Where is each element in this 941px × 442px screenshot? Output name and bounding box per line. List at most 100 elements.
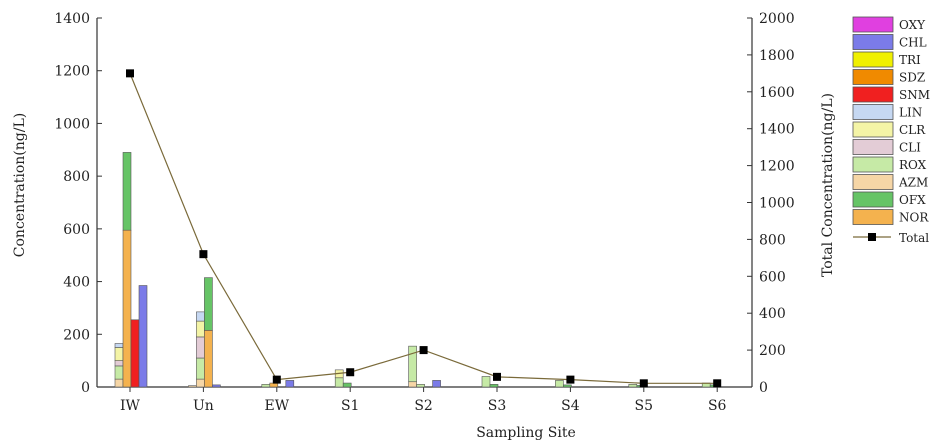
legend-swatch-ofx: [852, 191, 894, 208]
bar-segment-nor: [269, 382, 279, 388]
right-tick-label: 600: [759, 269, 786, 285]
bar-segment-ofx: [342, 382, 352, 388]
right-tick-label: 1400: [759, 122, 795, 138]
x-tick-label: S4: [561, 398, 580, 414]
right-tick-label: 0: [759, 380, 768, 396]
left-tick-label: 1000: [54, 116, 90, 132]
left-tick-label: 0: [81, 380, 90, 396]
legend-label-tri: TRI: [899, 53, 921, 67]
right-tick-label: 1200: [759, 159, 795, 175]
bar-segment-rox: [408, 345, 417, 383]
x-tick-label: IW: [120, 398, 141, 414]
x-tick-label: S3: [488, 398, 507, 414]
right-tick-label: 800: [759, 232, 786, 248]
legend-swatch-lin: [852, 104, 894, 120]
x-tick-label: S2: [414, 398, 433, 414]
total-point: [419, 346, 428, 355]
total-point: [272, 375, 281, 384]
legend-swatch-azm: [852, 174, 894, 190]
left-tick-label: 600: [63, 222, 90, 238]
bar-segment-azm: [408, 381, 417, 388]
legend-total-marker: [868, 233, 876, 241]
right-tick-label: 1800: [759, 48, 795, 64]
total-point: [126, 69, 134, 78]
bar-segment-rox: [628, 384, 638, 388]
right-tick-label: 1000: [759, 196, 795, 212]
x-tick-label: S5: [635, 398, 654, 414]
bar-segment-chl: [138, 285, 148, 388]
bar-segment-azm: [114, 378, 124, 388]
bar-segment-snm: [130, 319, 140, 388]
right-tick-label: 400: [759, 306, 786, 322]
bar-segment-clr: [114, 347, 124, 361]
x-tick-label: S6: [708, 398, 727, 414]
bar-segment-rox: [261, 384, 271, 388]
x-tick-label: S1: [341, 398, 360, 414]
total-line: [129, 73, 718, 384]
left-tick-label: 400: [63, 275, 90, 291]
legend-label-nor: NOR: [899, 211, 929, 225]
legend-swatch-cli: [852, 139, 894, 155]
bar-segment-azm: [188, 385, 197, 388]
legend-label-cli: CLI: [899, 141, 921, 155]
right-tick-label: 2000: [759, 11, 795, 27]
legend-swatch-nor: [852, 209, 894, 225]
legend-swatch-oxy: [852, 16, 894, 33]
bar-segment-lin: [196, 311, 205, 322]
bar-segment-rox: [334, 377, 344, 388]
x-tick-label: Un: [193, 398, 214, 414]
bar-segment-ofx: [489, 384, 499, 388]
legend-label-lin: LIN: [899, 106, 922, 120]
left-tick-label: 200: [63, 327, 90, 343]
bar-segment-rox: [555, 380, 564, 388]
legend-swatch-sdz: [852, 69, 894, 85]
total-point: [493, 372, 501, 381]
legend-label-oxy: OXY: [899, 18, 926, 32]
legend-label-snm: SNM: [899, 88, 930, 102]
left-tick-label: 1400: [54, 11, 90, 27]
right-tick-label: 1600: [759, 85, 795, 101]
legend-label-sdz: SDZ: [899, 71, 925, 85]
bar-segment-ofx: [563, 384, 572, 388]
bar-segment-ofx: [122, 152, 132, 231]
bar-segment-nor: [122, 229, 132, 388]
bar-segment-chl: [212, 384, 221, 388]
legend-swatch-tri: [852, 51, 894, 68]
legend-swatch-rox: [852, 156, 894, 173]
bar-segment-rox: [481, 376, 491, 388]
bar-segment-clr: [196, 320, 205, 338]
legend-swatch-chl: [852, 34, 894, 50]
legend-label-total: Total: [899, 231, 929, 245]
bar-segment-rox: [196, 357, 205, 380]
x-tick-label: EW: [264, 398, 289, 414]
total-point: [713, 379, 722, 388]
total-point: [639, 379, 648, 388]
legend-label-rox: ROX: [899, 158, 927, 172]
left-tick-label: 1200: [54, 64, 90, 80]
legend-label-ofx: OFX: [899, 193, 926, 207]
bar-segment-rox: [416, 384, 425, 388]
bar-segment-cli: [196, 336, 205, 359]
bar-segment-rox: [114, 365, 124, 380]
bar-segment-chl: [432, 380, 441, 388]
bar-segment-lin: [114, 343, 124, 348]
bar-segment-nor: [204, 330, 213, 388]
total-point: [346, 368, 355, 377]
left-tick-label: 800: [63, 169, 90, 185]
y2-axis-title: Total Concentration(ng/L): [820, 93, 836, 277]
bar-segment-chl: [285, 380, 295, 388]
legend-swatch-snm: [852, 86, 894, 103]
right-tick-label: 200: [759, 343, 786, 359]
bar-segment-ofx: [204, 277, 213, 331]
total-point: [199, 250, 208, 259]
bar-segment-cli: [114, 360, 124, 367]
y-axis-title: Concentration(ng/L): [12, 113, 28, 257]
x-axis-title: Sampling Site: [476, 425, 576, 441]
total-point: [566, 375, 575, 384]
legend-label-clr: CLR: [899, 123, 926, 137]
legend-label-azm: AZM: [898, 176, 928, 190]
legend-label-chl: CHL: [899, 36, 927, 50]
legend-swatch-clr: [852, 121, 894, 138]
bar-segment-azm: [196, 378, 205, 388]
